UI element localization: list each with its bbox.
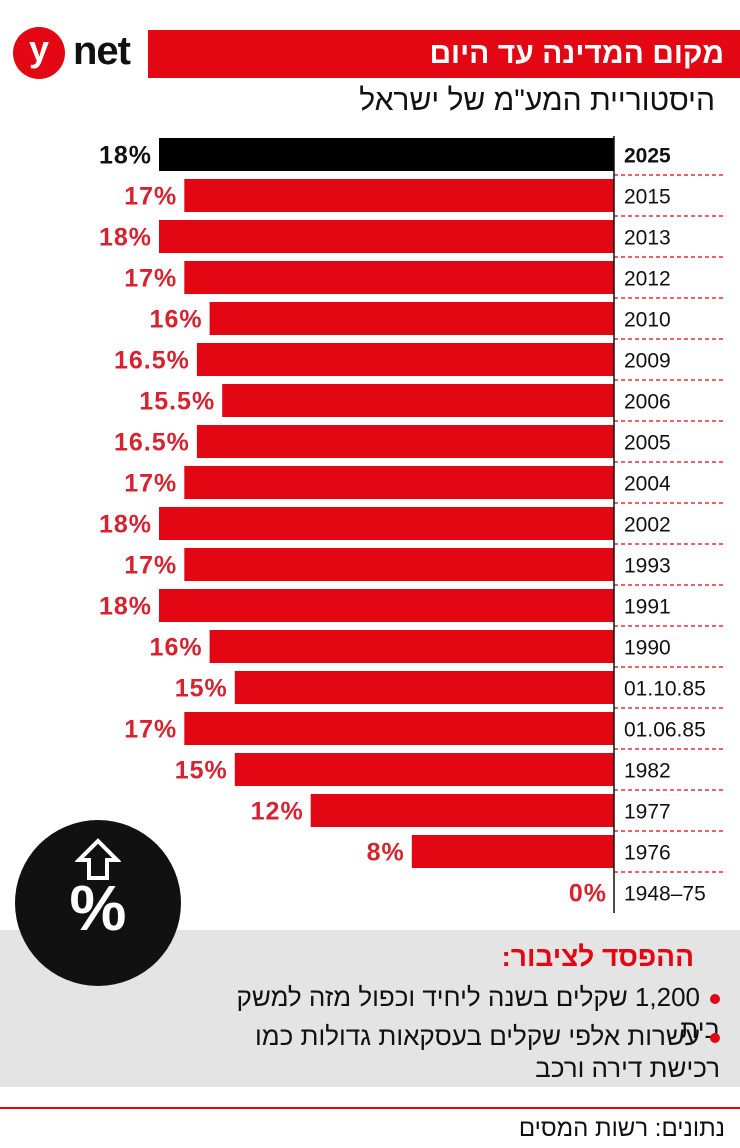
year-label: 1991 [624,596,671,619]
bullet-icon [710,1033,720,1044]
bar-2006 [222,384,614,417]
percent-up-badge: % [15,820,181,986]
year-label: 1976 [624,842,671,865]
value-label: 16.5% [114,429,190,457]
bar-2013 [159,220,614,253]
year-label: 1977 [624,801,671,824]
bar-2012 [184,261,615,294]
year-label: 2002 [624,514,671,537]
arrow-up-icon [75,838,121,880]
value-label: 15% [175,675,228,703]
bar-01.06.85 [184,712,615,745]
value-label: 17% [124,716,177,744]
bar-2002 [159,507,614,540]
year-label: 2015 [624,186,671,209]
value-label: 15.5% [139,388,215,416]
chart-subtitle: היסטוריית המע"מ של ישראל [359,84,715,117]
year-label: 2004 [624,473,671,496]
bar-2004 [184,466,615,499]
year-label: 2010 [624,309,671,332]
bar-1991 [159,589,614,622]
value-label: 17% [124,552,177,580]
value-label: 17% [124,265,177,293]
bar-1982 [234,753,615,786]
public-loss-title: ההפסד לציבור: [501,941,695,972]
bar-1990 [209,630,614,663]
logo-y: y [28,28,50,69]
public-loss-item: 1,200 שקלים בשנה ליחיד וכפול מזה למשק בי… [200,981,720,1045]
year-label: 2025 [624,145,671,168]
value-label: 16.5% [114,347,190,375]
value-label: 16% [150,634,203,662]
year-label: 2013 [624,227,671,250]
year-label: 1982 [624,760,671,783]
bar-2009 [196,343,614,376]
public-loss-item-text: עשרות אלפי שקלים בעסקאות גדולות כמו רכיש… [255,1021,720,1083]
value-label: 18% [99,142,152,170]
value-label: 17% [124,183,177,211]
bar-1993 [184,548,615,581]
bar-2005 [196,425,614,458]
value-label: 18% [99,511,152,539]
bar-01.10.85 [234,671,615,704]
bar-1977 [310,794,614,827]
bar-1976 [411,835,614,868]
logo-net: net [73,29,131,73]
bullet-icon [710,994,720,1005]
value-label: 0% [569,880,607,908]
title-band: מקום המדינה עד היום [148,30,740,78]
year-label: 2006 [624,391,671,414]
divider [0,1107,740,1109]
value-label: 15% [175,757,228,785]
year-label: 1948–75 [624,883,706,906]
value-label: 16% [150,306,203,334]
year-label: 01.10.85 [624,678,706,701]
percent-icon: % [69,872,127,944]
vat-history-chart: 2025 18% 2015 17% 2013 18% 2012 17% 2010 16% 2009 1… [99,136,724,913]
year-label: 2009 [624,350,671,373]
source-note: נתונים: רשות המסים [518,1115,725,1142]
bar-2025 [159,138,614,171]
value-label: 18% [99,224,152,252]
year-label: 2012 [624,268,671,291]
year-label: 2005 [624,432,671,455]
bar-2010 [209,302,614,335]
year-label: 01.06.85 [624,719,706,742]
logo-circle: y [13,27,65,79]
public-loss-item: עשרות אלפי שקלים בעסקאות גדולות כמו רכיש… [200,1020,720,1084]
value-label: 8% [367,839,405,867]
value-label: 12% [251,798,304,826]
page-title: מקום המדינה עד היום [429,37,724,70]
value-label: 17% [124,470,177,498]
public-loss-item-text: 1,200 שקלים בשנה ליחיד וכפול מזה למשק בי… [236,982,720,1044]
year-label: 1993 [624,555,671,578]
value-label: 18% [99,593,152,621]
year-label: 1990 [624,637,671,660]
bar-2015 [184,179,615,212]
